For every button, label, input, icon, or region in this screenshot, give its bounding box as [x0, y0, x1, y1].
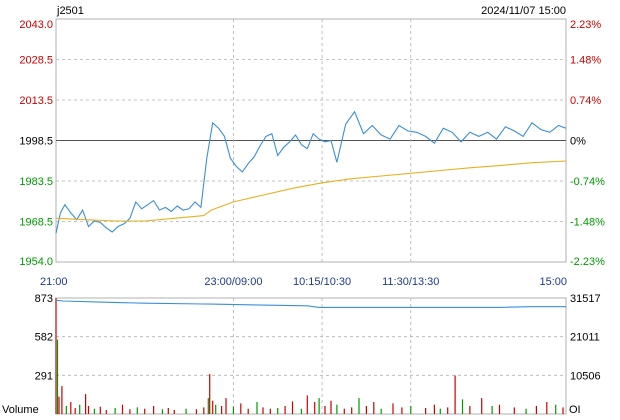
- time-tick-label: 10:15/10:30: [293, 276, 351, 288]
- open-interest-line: [56, 300, 566, 307]
- volume-tick-label: 582: [35, 332, 53, 344]
- time-tick-label: 15:00: [539, 276, 567, 288]
- volume-tick-label: 873: [35, 293, 53, 305]
- open-interest-tick-label: 31517: [570, 293, 601, 305]
- open-interest-tick-label: 21011: [570, 332, 600, 344]
- open-interest-tick-label: 10506: [570, 370, 601, 382]
- time-tick-label: 11:30/13:30: [382, 276, 439, 288]
- price-tick-label: 1954.0: [19, 256, 53, 268]
- percent-tick-label: 2.23%: [570, 19, 601, 31]
- percent-tick-label: 0%: [570, 136, 586, 148]
- price-tick-label: 1998.5: [19, 136, 53, 148]
- percent-tick-label: -0.74%: [570, 176, 605, 188]
- price-tick-label: 2028.5: [19, 55, 53, 67]
- price-tick-label: 1983.5: [19, 176, 53, 188]
- percent-tick-label: 0.74%: [570, 95, 601, 107]
- volume-axis-label: Volume: [2, 404, 39, 416]
- price-panel: 2043.0 2.23% 2028.5 1.48% 2013.5 0.74% 1998.5 0…: [19, 19, 605, 268]
- price-line: [56, 112, 566, 234]
- time-tick-label: 21:00: [40, 276, 68, 288]
- percent-tick-label: -2.23%: [570, 256, 605, 268]
- volume-tick-label: 291: [35, 370, 53, 382]
- price-tick-label: 2043.0: [19, 19, 53, 31]
- volume-plot-frame: [56, 298, 566, 414]
- price-tick-label: 1968.5: [19, 217, 53, 229]
- open-interest-axis-label: OI: [569, 404, 581, 416]
- timestamp: 2024/11/07 15:00: [481, 5, 566, 17]
- price-tick-label: 2013.5: [19, 95, 53, 107]
- percent-tick-label: 1.48%: [570, 55, 601, 67]
- time-tick-label: 23:00/09:00: [204, 276, 262, 288]
- contract-symbol: j2501: [56, 5, 84, 17]
- time-axis: 21:00 23:00/09:00 10:15/10:30 11:30/13:30 15…: [40, 276, 567, 288]
- volume-panel: 873 31517 582 21011 291 10506: [35, 293, 601, 414]
- percent-tick-label: -1.48%: [570, 217, 605, 229]
